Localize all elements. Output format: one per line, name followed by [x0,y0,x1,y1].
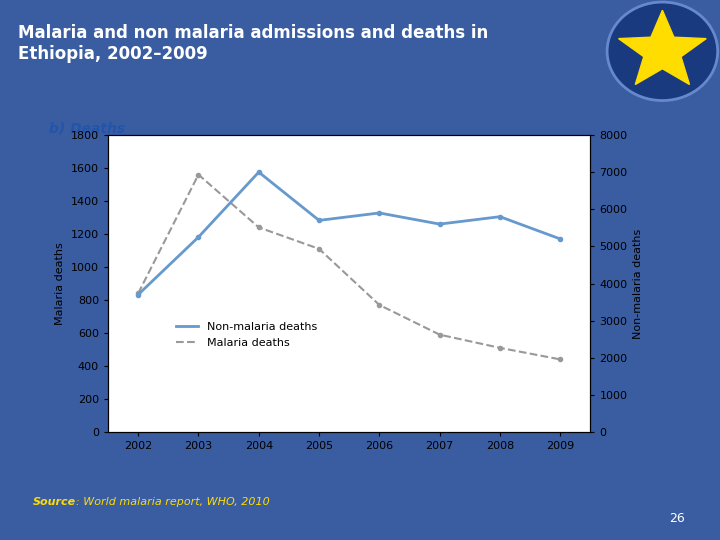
Text: : World malaria report, WHO, 2010: : World malaria report, WHO, 2010 [76,497,270,507]
Legend: Non-malaria deaths, Malaria deaths: Non-malaria deaths, Malaria deaths [171,318,322,352]
Polygon shape [618,10,706,84]
Circle shape [607,2,718,100]
Text: 26: 26 [669,512,685,525]
Text: Malaria and non malaria admissions and deaths in
Ethiopia, 2002–2009: Malaria and non malaria admissions and d… [18,24,488,63]
Y-axis label: Malaria deaths: Malaria deaths [55,242,66,325]
Y-axis label: Non-malaria deaths: Non-malaria deaths [633,228,643,339]
Text: Source: Source [33,497,76,507]
Text: b) Deaths: b) Deaths [49,122,125,135]
